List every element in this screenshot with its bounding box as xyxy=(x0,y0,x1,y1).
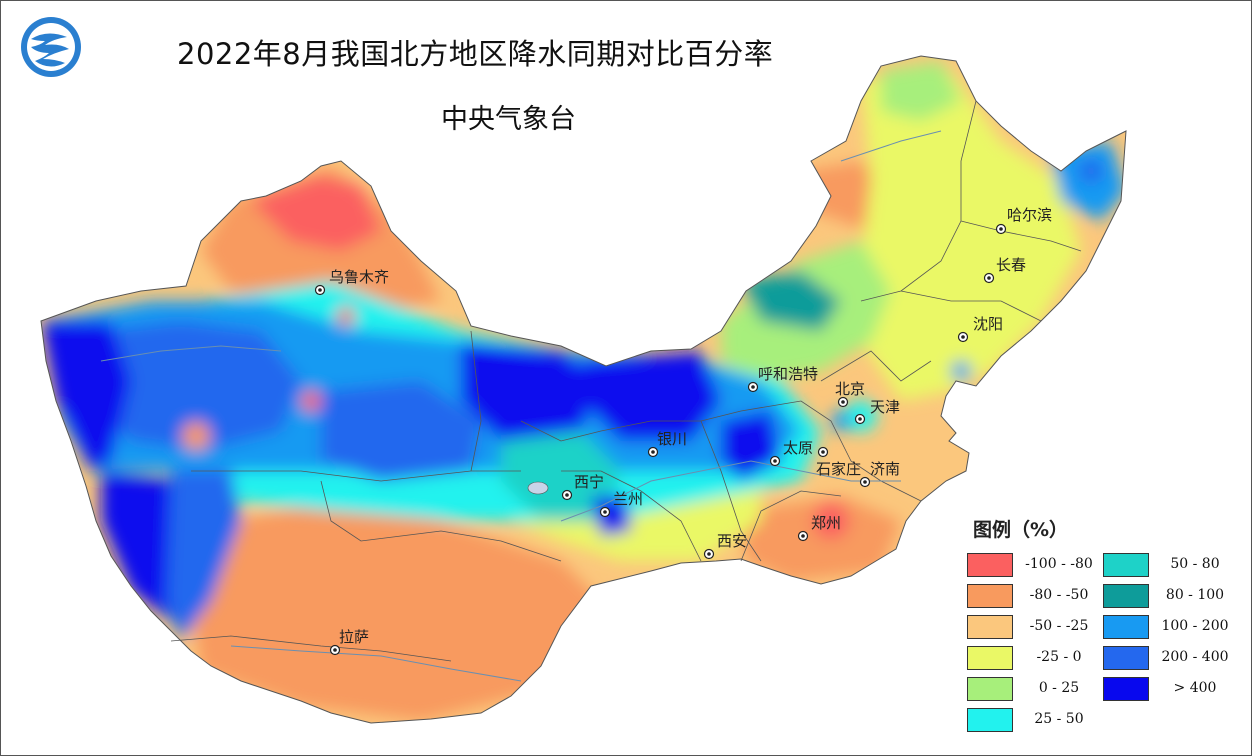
city-marker-dot xyxy=(318,288,322,292)
legend-swatch xyxy=(967,615,1013,639)
legend-item: 200 - 400 xyxy=(1103,646,1238,672)
city-label: 济南 xyxy=(870,460,901,478)
city-label: 长春 xyxy=(996,256,1027,274)
city-label: 太原 xyxy=(783,439,814,457)
legend-label: > 400 xyxy=(1173,680,1217,696)
city-marker-dot xyxy=(863,480,867,484)
city-marker-dot xyxy=(707,552,711,556)
city-marker-dot xyxy=(821,450,825,454)
legend-swatch xyxy=(1103,553,1149,577)
city-label: 兰州 xyxy=(613,490,644,508)
legend-item: -50 - -25 xyxy=(967,615,1102,641)
city-marker-dot xyxy=(801,534,805,538)
cma-wave-logo-icon xyxy=(21,17,81,77)
city-marker-dot xyxy=(999,227,1003,231)
city-marker-dot xyxy=(773,459,777,463)
city-label: 天津 xyxy=(870,398,901,416)
legend-swatch xyxy=(1103,646,1149,670)
legend-label: 200 - 400 xyxy=(1161,649,1229,665)
city-label: 北京 xyxy=(835,380,866,398)
city-label: 乌鲁木齐 xyxy=(329,268,390,286)
legend-item: > 400 xyxy=(1103,677,1238,703)
legend-item: 50 - 80 xyxy=(1103,553,1238,579)
legend-item: 100 - 200 xyxy=(1103,615,1238,641)
city-marker-dot xyxy=(603,510,607,514)
qinghai-lake xyxy=(527,481,549,495)
city-marker-dot xyxy=(841,400,845,404)
legend-title: 图例（%） xyxy=(973,519,1069,541)
city-marker-dot xyxy=(961,335,965,339)
city-label: 西安 xyxy=(717,532,748,550)
legend-label: 80 - 100 xyxy=(1165,587,1225,603)
city-marker-dot xyxy=(751,385,755,389)
legend-item: -100 - -80 xyxy=(967,553,1102,579)
map-subtitle: 中央气象台 xyxy=(441,104,576,135)
city-label: 拉萨 xyxy=(339,628,370,646)
legend-label: 25 - 50 xyxy=(1034,711,1084,727)
legend-label: -25 - 0 xyxy=(1036,649,1082,665)
legend-label: 0 - 25 xyxy=(1038,680,1080,696)
legend-swatch xyxy=(1103,677,1149,701)
map-title: 2022年8月我国北方地区降水同期对比百分率 xyxy=(177,37,774,71)
legend-label: -50 - -25 xyxy=(1029,618,1089,634)
legend-item: 80 - 100 xyxy=(1103,584,1238,610)
legend-label: 100 - 200 xyxy=(1161,618,1229,634)
legend-label: 50 - 80 xyxy=(1170,556,1220,572)
city-label: 郑州 xyxy=(811,514,842,532)
legend-swatch xyxy=(967,553,1013,577)
legend: 图例（%） -100 - -80 -80 - -50 -50 - -25 -25 - … xyxy=(967,513,1237,743)
legend-item: 25 - 50 xyxy=(967,708,1102,734)
city-markers xyxy=(314,223,1007,656)
city-label: 呼和浩特 xyxy=(758,365,819,383)
city-marker-dot xyxy=(651,450,655,454)
city-label: 西宁 xyxy=(574,473,605,491)
legend-label: -80 - -50 xyxy=(1029,587,1089,603)
legend-item: 0 - 25 xyxy=(967,677,1102,703)
legend-label: -100 - -80 xyxy=(1025,556,1093,572)
region-outline xyxy=(40,55,1127,724)
rivers xyxy=(100,130,942,682)
legend-swatch xyxy=(1103,584,1149,608)
legend-item: -80 - -50 xyxy=(967,584,1102,610)
city-marker-dot xyxy=(565,493,569,497)
legend-swatch xyxy=(967,646,1013,670)
legend-swatch xyxy=(1103,615,1149,639)
legend-swatch xyxy=(967,708,1013,732)
city-marker-dot xyxy=(987,276,991,280)
city-label: 银川 xyxy=(657,430,688,448)
city-marker-dot xyxy=(858,417,862,421)
city-marker-dot xyxy=(333,648,337,652)
legend-swatch xyxy=(967,584,1013,608)
city-label: 哈尔滨 xyxy=(1007,206,1053,224)
city-label: 沈阳 xyxy=(973,315,1004,333)
province-borders xyxy=(170,100,1082,662)
legend-swatch xyxy=(967,677,1013,701)
city-label: 石家庄 xyxy=(816,460,862,478)
legend-item: -25 - 0 xyxy=(967,646,1102,672)
